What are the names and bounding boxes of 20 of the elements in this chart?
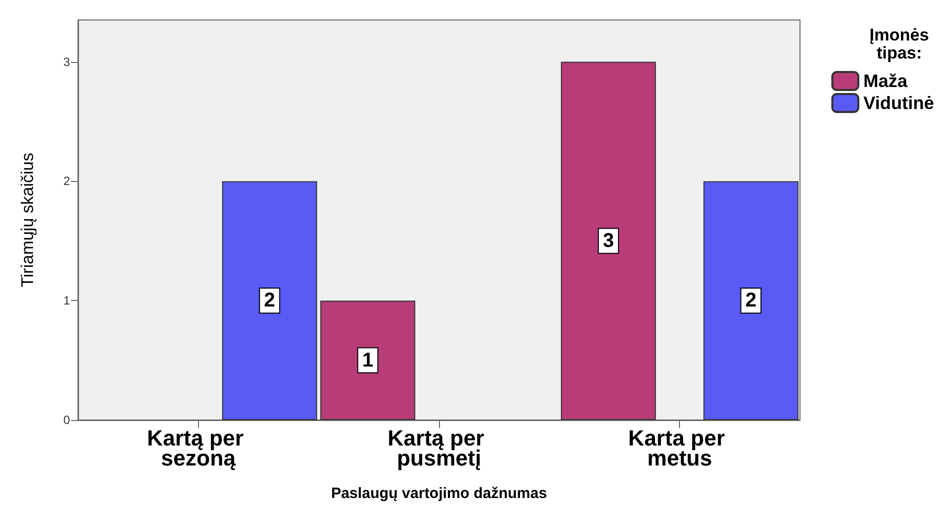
y-tick-label: 2 (63, 174, 70, 188)
data-label: 1 (362, 349, 374, 372)
legend-label: Maža (863, 71, 908, 91)
legend-label: Vidutinė (863, 93, 934, 113)
x-tick-label: Karta per metus (628, 426, 732, 470)
x-tick-label: Kartą per sezoną (146, 426, 250, 470)
y-tick-label: 0 (63, 413, 70, 427)
legend-title: Įmonės tipas: (869, 26, 930, 62)
data-label: 2 (264, 290, 276, 312)
y-tick-label: 1 (63, 294, 70, 308)
bar (560, 62, 656, 420)
bar (703, 181, 798, 420)
y-axis-title: Tiriamųjų skaičius (18, 152, 37, 288)
data-label: 3 (602, 230, 614, 252)
bar (222, 181, 318, 420)
y-tick-label: 3 (63, 54, 70, 69)
data-label: 2 (745, 290, 756, 312)
x-tick-label: Kartą per pusmetį (388, 426, 490, 470)
x-axis-title: Paslaugų vartojimo dažnumas (331, 485, 547, 502)
bar (320, 300, 416, 420)
